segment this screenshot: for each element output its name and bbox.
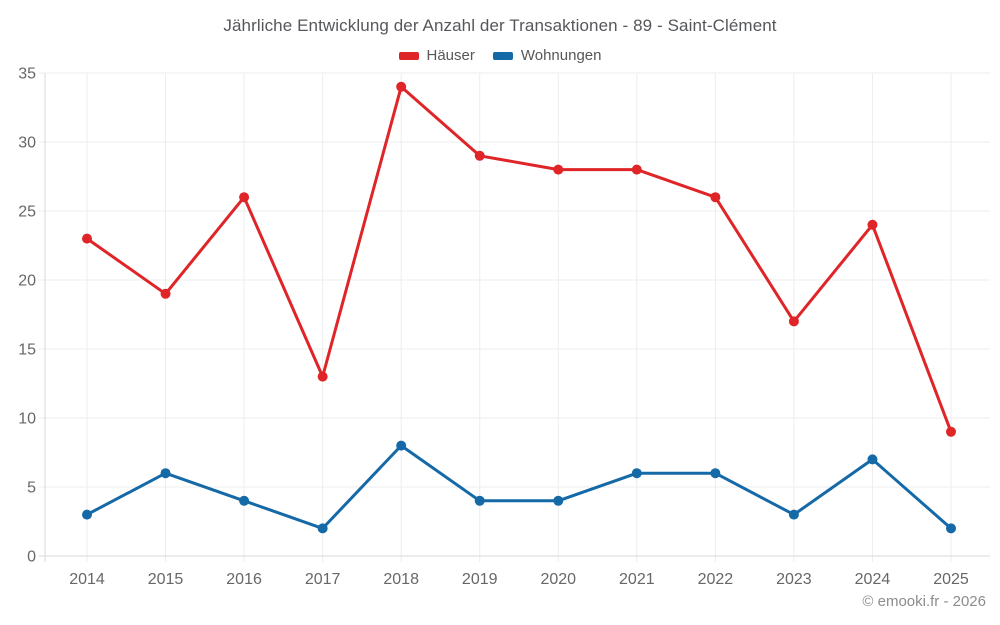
series-1-marker-2016 xyxy=(239,495,250,506)
series-1-marker-2015 xyxy=(160,468,171,479)
y-tick-label: 10 xyxy=(18,411,36,428)
series-1-marker-2019 xyxy=(474,495,485,506)
series-1-marker-2025 xyxy=(946,523,956,534)
x-tick-label: 2024 xyxy=(855,571,891,588)
chart-legend: Häuser Wohnungen xyxy=(0,47,1000,64)
y-tick-label: 15 xyxy=(18,342,36,359)
series-1-marker-2018 xyxy=(396,440,407,451)
series-1-marker-2014 xyxy=(82,509,92,520)
x-tick-label: 2025 xyxy=(933,571,969,588)
legend-item-hauser[interactable]: Häuser xyxy=(398,47,475,64)
legend-item-wohnungen[interactable]: Wohnungen xyxy=(492,47,602,64)
series-0-marker-2025 xyxy=(946,426,956,437)
y-tick-label: 30 xyxy=(18,135,36,152)
y-tick-label: 25 xyxy=(18,204,36,221)
series-1-marker-2023 xyxy=(788,509,799,520)
y-tick-label: 5 xyxy=(27,480,36,497)
series-line-0 xyxy=(85,85,953,434)
x-tick-label: 2023 xyxy=(776,571,812,588)
y-tick-label: 0 xyxy=(27,549,36,566)
series-0-marker-2016 xyxy=(239,192,250,203)
legend-swatch-wohnungen-icon xyxy=(492,51,513,60)
x-tick-label: 2018 xyxy=(383,571,419,588)
x-tick-label: 2015 xyxy=(148,571,184,588)
series-0-marker-2018 xyxy=(396,81,407,92)
x-tick-label: 2021 xyxy=(619,571,655,588)
series-0-marker-2023 xyxy=(788,316,799,327)
series-0-marker-2024 xyxy=(867,219,878,230)
y-tick-label: 35 xyxy=(18,66,36,83)
series-1-marker-2024 xyxy=(867,454,878,465)
series-0-marker-2019 xyxy=(474,150,485,161)
legend-swatch-hauser-icon xyxy=(398,51,419,60)
series-0-marker-2014 xyxy=(82,233,92,244)
chart-title: Jährliche Entwicklung der Anzahl der Tra… xyxy=(223,16,777,35)
x-tick-label: 2019 xyxy=(462,571,498,588)
series-1-marker-2020 xyxy=(553,495,564,506)
series-0-marker-2022 xyxy=(710,192,721,203)
legend-label-wohnungen: Wohnungen xyxy=(520,47,602,64)
series-1-marker-2017 xyxy=(317,523,328,534)
x-tick-label: 2017 xyxy=(305,571,341,588)
series-0-marker-2021 xyxy=(631,164,642,175)
series-line-1 xyxy=(85,444,953,530)
y-tick-label: 20 xyxy=(18,273,36,290)
legend-label-hauser: Häuser xyxy=(426,47,475,64)
series-1-marker-2021 xyxy=(631,468,642,479)
copyright-text: © emooki.fr - 2026 xyxy=(862,593,986,610)
x-tick-label: 2016 xyxy=(226,571,262,588)
series-0-marker-2020 xyxy=(553,164,564,175)
x-tick-label: 2020 xyxy=(540,571,576,588)
series-0-marker-2015 xyxy=(160,288,171,299)
x-tick-label: 2022 xyxy=(698,571,734,588)
series-1-marker-2022 xyxy=(710,468,721,479)
x-tick-label: 2014 xyxy=(69,571,105,588)
series-0-marker-2017 xyxy=(317,371,328,382)
